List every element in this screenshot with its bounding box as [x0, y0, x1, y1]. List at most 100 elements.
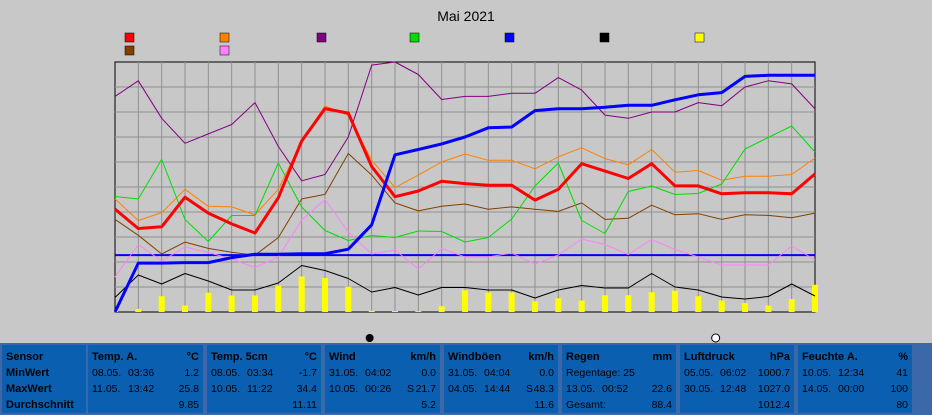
stats-value: 11.6	[534, 399, 554, 411]
sunshine-bar	[415, 311, 422, 312]
stats-row-label: MaxWert	[6, 383, 52, 395]
stats-date: 10.05.	[802, 367, 832, 379]
sunshine-bar	[508, 292, 515, 312]
statistics-panel: Sensor MinWert MaxWert Durchschnitt Temp. A.…	[0, 343, 932, 415]
stats-column-luftdruck: Luftdruck hPa 05.05. 06:02 1000.7 30.05. 12:48…	[680, 345, 794, 413]
stats-value: 41	[896, 367, 908, 379]
stats-row: 05.05. 06:02 1000.7	[684, 367, 790, 382]
stats-time: 03:36	[128, 367, 155, 379]
stats-row: Gesamt: 88.4	[566, 399, 672, 414]
stats-date: 30.05.	[684, 383, 714, 395]
legend-swatch	[219, 45, 230, 56]
stats-value: 1.2	[184, 367, 199, 379]
legend-swatch	[316, 32, 327, 43]
series-line-taupunkt	[114, 153, 816, 256]
stats-row: 1012.4	[684, 399, 790, 414]
stats-header: Wind	[329, 351, 356, 363]
sunshine-bar	[252, 295, 258, 312]
stats-date: 13.05.	[566, 383, 596, 395]
legend-swatch	[219, 32, 230, 43]
stats-row: 10.05. 11:22 34.4	[211, 383, 317, 398]
stats-date: 08.05.	[211, 367, 241, 379]
stats-date: 31.05.	[329, 367, 359, 379]
stats-unit: mm	[652, 351, 672, 363]
stats-unit: °C	[186, 351, 199, 363]
sunshine-bar	[578, 300, 585, 312]
stats-column-temp-a-: Temp. A. °C 08.05. 03:36 1.2 11.05. 13:42 25.8 9…	[88, 345, 203, 413]
stats-unit: °C	[304, 351, 317, 363]
stats-column-regen: Regen mm Regentage: 25 13.05. 00:52 22.6 Gesam…	[562, 345, 676, 413]
stats-column-sensor: Sensor MinWert MaxWert Durchschnitt	[2, 345, 86, 413]
stats-date: 08.05.	[92, 367, 122, 379]
legend-swatch	[694, 32, 705, 43]
sunshine-bar	[602, 295, 608, 312]
stats-value: 48.3	[533, 383, 554, 395]
series-line-luftdruck	[114, 125, 816, 243]
stats-date: 04.05.	[448, 383, 478, 395]
stats-date: 05.05.	[684, 367, 714, 379]
stats-row: 30.05. 12:48 1027.0	[684, 383, 790, 398]
stats-date: 14.05.	[802, 383, 832, 395]
series-line-regen	[113, 73, 815, 313]
stats-time: 11:22	[247, 383, 273, 395]
stats-row: 13.05. 00:52 22.6	[566, 383, 672, 398]
sunshine-bar	[742, 303, 748, 312]
stats-row: MinWert	[6, 367, 82, 382]
stats-row-label: MinWert	[6, 367, 50, 379]
sunshine-bar	[368, 310, 375, 312]
stats-time: 06:02	[720, 367, 747, 379]
sunshine-bar	[718, 300, 725, 312]
new-moon-marker	[711, 333, 721, 343]
stats-date: 11.05.	[92, 383, 121, 395]
stats-row: 31.05. 04:04 0.0	[448, 367, 554, 382]
stats-column-feuchte-a-: Feuchte A.% 10.05. 12:34 41 14.05. 00:00 100 80	[798, 345, 912, 413]
stats-row: 80	[802, 399, 908, 414]
stats-column-wind: Wind km/h 31.05. 04:02 0.0 10.05. 00:26 S 21.7 5.…	[325, 345, 440, 413]
legend-swatch	[124, 32, 135, 43]
stats-column-windb-en: Windböen km/h 31.05. 04:04 0.0 04.05. 14:44 S 48…	[444, 345, 558, 413]
stats-date: 31.05.	[448, 367, 478, 379]
stats-header: Temp. A.	[92, 351, 138, 363]
stats-header: Regen	[566, 351, 600, 363]
series-line-wind	[114, 265, 816, 300]
stats-row: 10.05. 00:26 S 21.7	[329, 383, 436, 398]
stats-date: Gesamt:	[566, 399, 606, 411]
sunshine-bar	[462, 290, 468, 312]
stats-value: -1.7	[298, 367, 317, 379]
sunshine-bar	[812, 284, 818, 312]
sunshine-bar	[298, 276, 305, 312]
stats-value: 25.8	[178, 383, 199, 395]
sunshine-bar	[182, 305, 188, 312]
stats-value: 21.7	[415, 383, 436, 395]
legend-swatch	[124, 45, 135, 56]
stats-value: 1027.0	[757, 383, 790, 395]
stats-value: 88.4	[651, 399, 672, 411]
stats-value: 11.11	[292, 399, 317, 411]
sunshine-bar	[228, 295, 235, 312]
stats-direction: S	[407, 383, 415, 395]
sunshine-bar	[695, 296, 702, 312]
stats-row: MaxWert	[6, 383, 82, 398]
stats-header: Sensor	[6, 351, 44, 363]
stats-time: 13:42	[128, 383, 155, 395]
legend-swatch	[409, 32, 420, 43]
sunshine-bar	[485, 292, 492, 312]
stats-row: 11.6	[448, 399, 554, 414]
stats-value: 0.0	[539, 367, 554, 379]
legend-swatch	[504, 32, 515, 43]
sunshine-bar	[765, 305, 772, 312]
stats-row: 08.05. 03:34 -1.7	[211, 367, 317, 382]
sunshine-bar	[648, 292, 655, 312]
stats-date: 10.05.	[329, 383, 359, 395]
stats-header: Luftdruck	[684, 351, 735, 363]
sunshine-bar	[158, 296, 165, 312]
stats-value: 1012.4	[757, 399, 790, 411]
series-line-feuchte-a-	[114, 61, 816, 182]
stats-unit: hPa	[769, 351, 790, 363]
stats-row: 5.2	[329, 399, 436, 414]
stats-column-temp-5cm: Temp. 5cm °C 08.05. 03:34 -1.7 10.05. 11:22 34.…	[207, 345, 321, 413]
stats-time: 04:04	[484, 367, 511, 379]
stats-row: 14.05. 00:00 100	[802, 383, 908, 398]
stats-value: 100	[890, 383, 908, 395]
